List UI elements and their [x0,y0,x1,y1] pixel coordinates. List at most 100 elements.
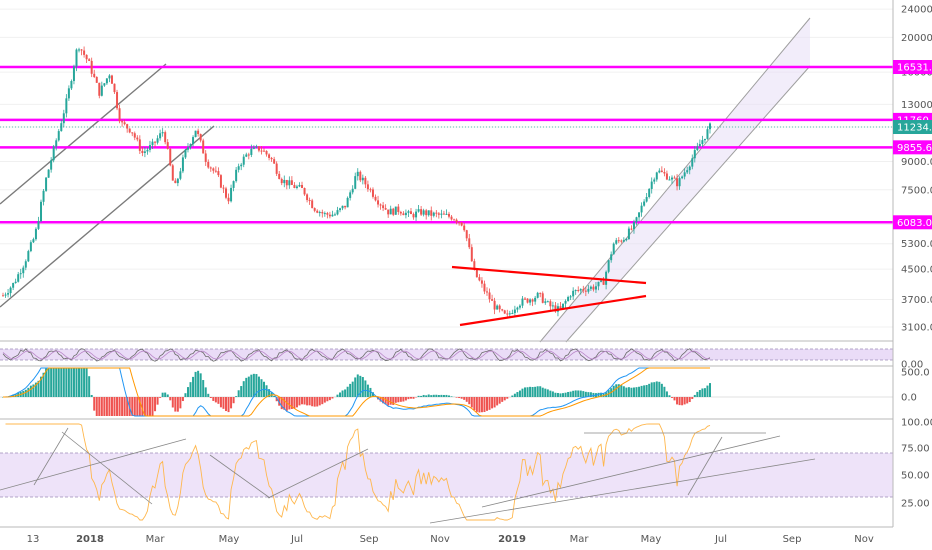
macd-histogram-bar [24,389,27,397]
candle-body [486,291,489,293]
macd-histogram-bar [273,395,276,397]
candle-body [126,124,129,129]
candle-body [610,254,613,261]
candle-body [498,305,501,310]
macd-histogram-bar [539,386,542,397]
candle-body [273,159,276,164]
macd-histogram-bar [34,382,37,397]
macd-histogram-bar [151,397,154,416]
candle-body [290,180,293,185]
macd-histogram-bar [688,397,691,403]
time-tick-label: 13 [27,534,40,545]
macd-histogram-bar [549,390,552,397]
candle-body [12,282,15,288]
macd-histogram-bar [131,397,134,416]
candle-body [359,171,362,181]
macd-histogram-bar [493,397,496,408]
candle-body [589,286,592,289]
candle-body [465,230,468,239]
horizontal-levels [0,65,893,224]
macd-histogram-bar [349,383,352,397]
candle-body [475,269,478,278]
triangle-upper-trendline [451,265,647,285]
macd-histogram-bar [696,391,699,397]
macd-histogram-bar [582,391,585,397]
macd-histogram-bar [37,380,40,397]
candle-body [442,213,445,215]
candle-body [336,210,339,215]
time-tick-label: Nov [854,534,874,545]
time-tick-label: Nov [430,534,450,545]
candle-body [491,299,494,301]
candle-body [468,238,471,248]
macd-histogram-bar [60,368,63,397]
candle-body [176,178,179,184]
candle-body [617,240,620,242]
candle-body [546,301,549,303]
indicator-tick-label: 75.00 [901,444,930,455]
macd-histogram-bar [227,397,230,413]
macd-histogram-bar [103,397,106,416]
candle-body [440,213,443,215]
candle-body [569,296,572,298]
price-axis[interactable]: 24000.020000.016000.013000.09000.07500.0… [901,5,932,510]
macd-histogram-bar [326,397,329,402]
candle-body [194,130,197,138]
candle-body [197,130,200,135]
macd-histogram-bar [463,397,466,400]
price-pane [0,0,893,341]
macd-histogram-bar [80,368,83,397]
candle-body [430,210,433,216]
macd-histogram-bar [496,397,499,406]
candle-body [55,140,58,147]
candle-body [612,243,615,255]
stoch-d-line [2,350,711,360]
macd-histogram-bar [171,397,174,408]
candle-body [199,134,202,141]
candle-body [653,179,656,182]
candle-body [698,144,701,147]
candle-body [184,149,187,158]
candle-body [577,290,580,292]
candle-body [600,280,603,282]
macd-histogram-bar [706,385,709,397]
time-tick-label: Mar [146,534,166,545]
macd-histogram-bar [630,387,633,397]
macd-histogram-bar [255,374,258,397]
candle-body [133,133,136,138]
macd-histogram-bar [311,397,314,407]
macd-histogram-bar [67,368,70,397]
candle-body [265,150,268,155]
candle-body [192,137,195,145]
indicator-tick-label: 0.0 [901,393,917,404]
macd-histogram-bar [663,386,666,397]
macd-histogram-bar [250,374,253,397]
macd-histogram-bar [506,397,509,399]
macd-histogram-bar [409,397,412,399]
macd-histogram-bar [141,397,144,416]
candle-body [574,290,577,292]
candle-body [384,208,387,210]
time-axis[interactable]: 13 2018 Mar May Jul Sep Nov 2019 Mar May Jul Sep Nov [27,534,874,545]
level-tag-label: 16531.3 [897,63,932,74]
candle-body [432,212,435,216]
macd-histogram-bar [197,370,200,397]
macd-histogram-bar [521,388,524,397]
macd-histogram-bar [498,397,501,404]
candle-body [67,88,70,99]
candle-body [143,151,146,153]
macd-histogram-bar [70,368,73,397]
candle-body [470,247,473,262]
candle-body [313,208,316,211]
candle-body [447,213,450,217]
macd-histogram-bar [328,397,331,401]
macd-histogram-bar [658,381,661,397]
candle-body [627,228,630,240]
candle-body [116,92,119,109]
macd-histogram-bar [186,387,189,397]
candle-body [427,210,430,216]
candle-body [394,206,397,215]
candle-body [579,289,582,291]
macd-histogram-bar [275,397,278,402]
